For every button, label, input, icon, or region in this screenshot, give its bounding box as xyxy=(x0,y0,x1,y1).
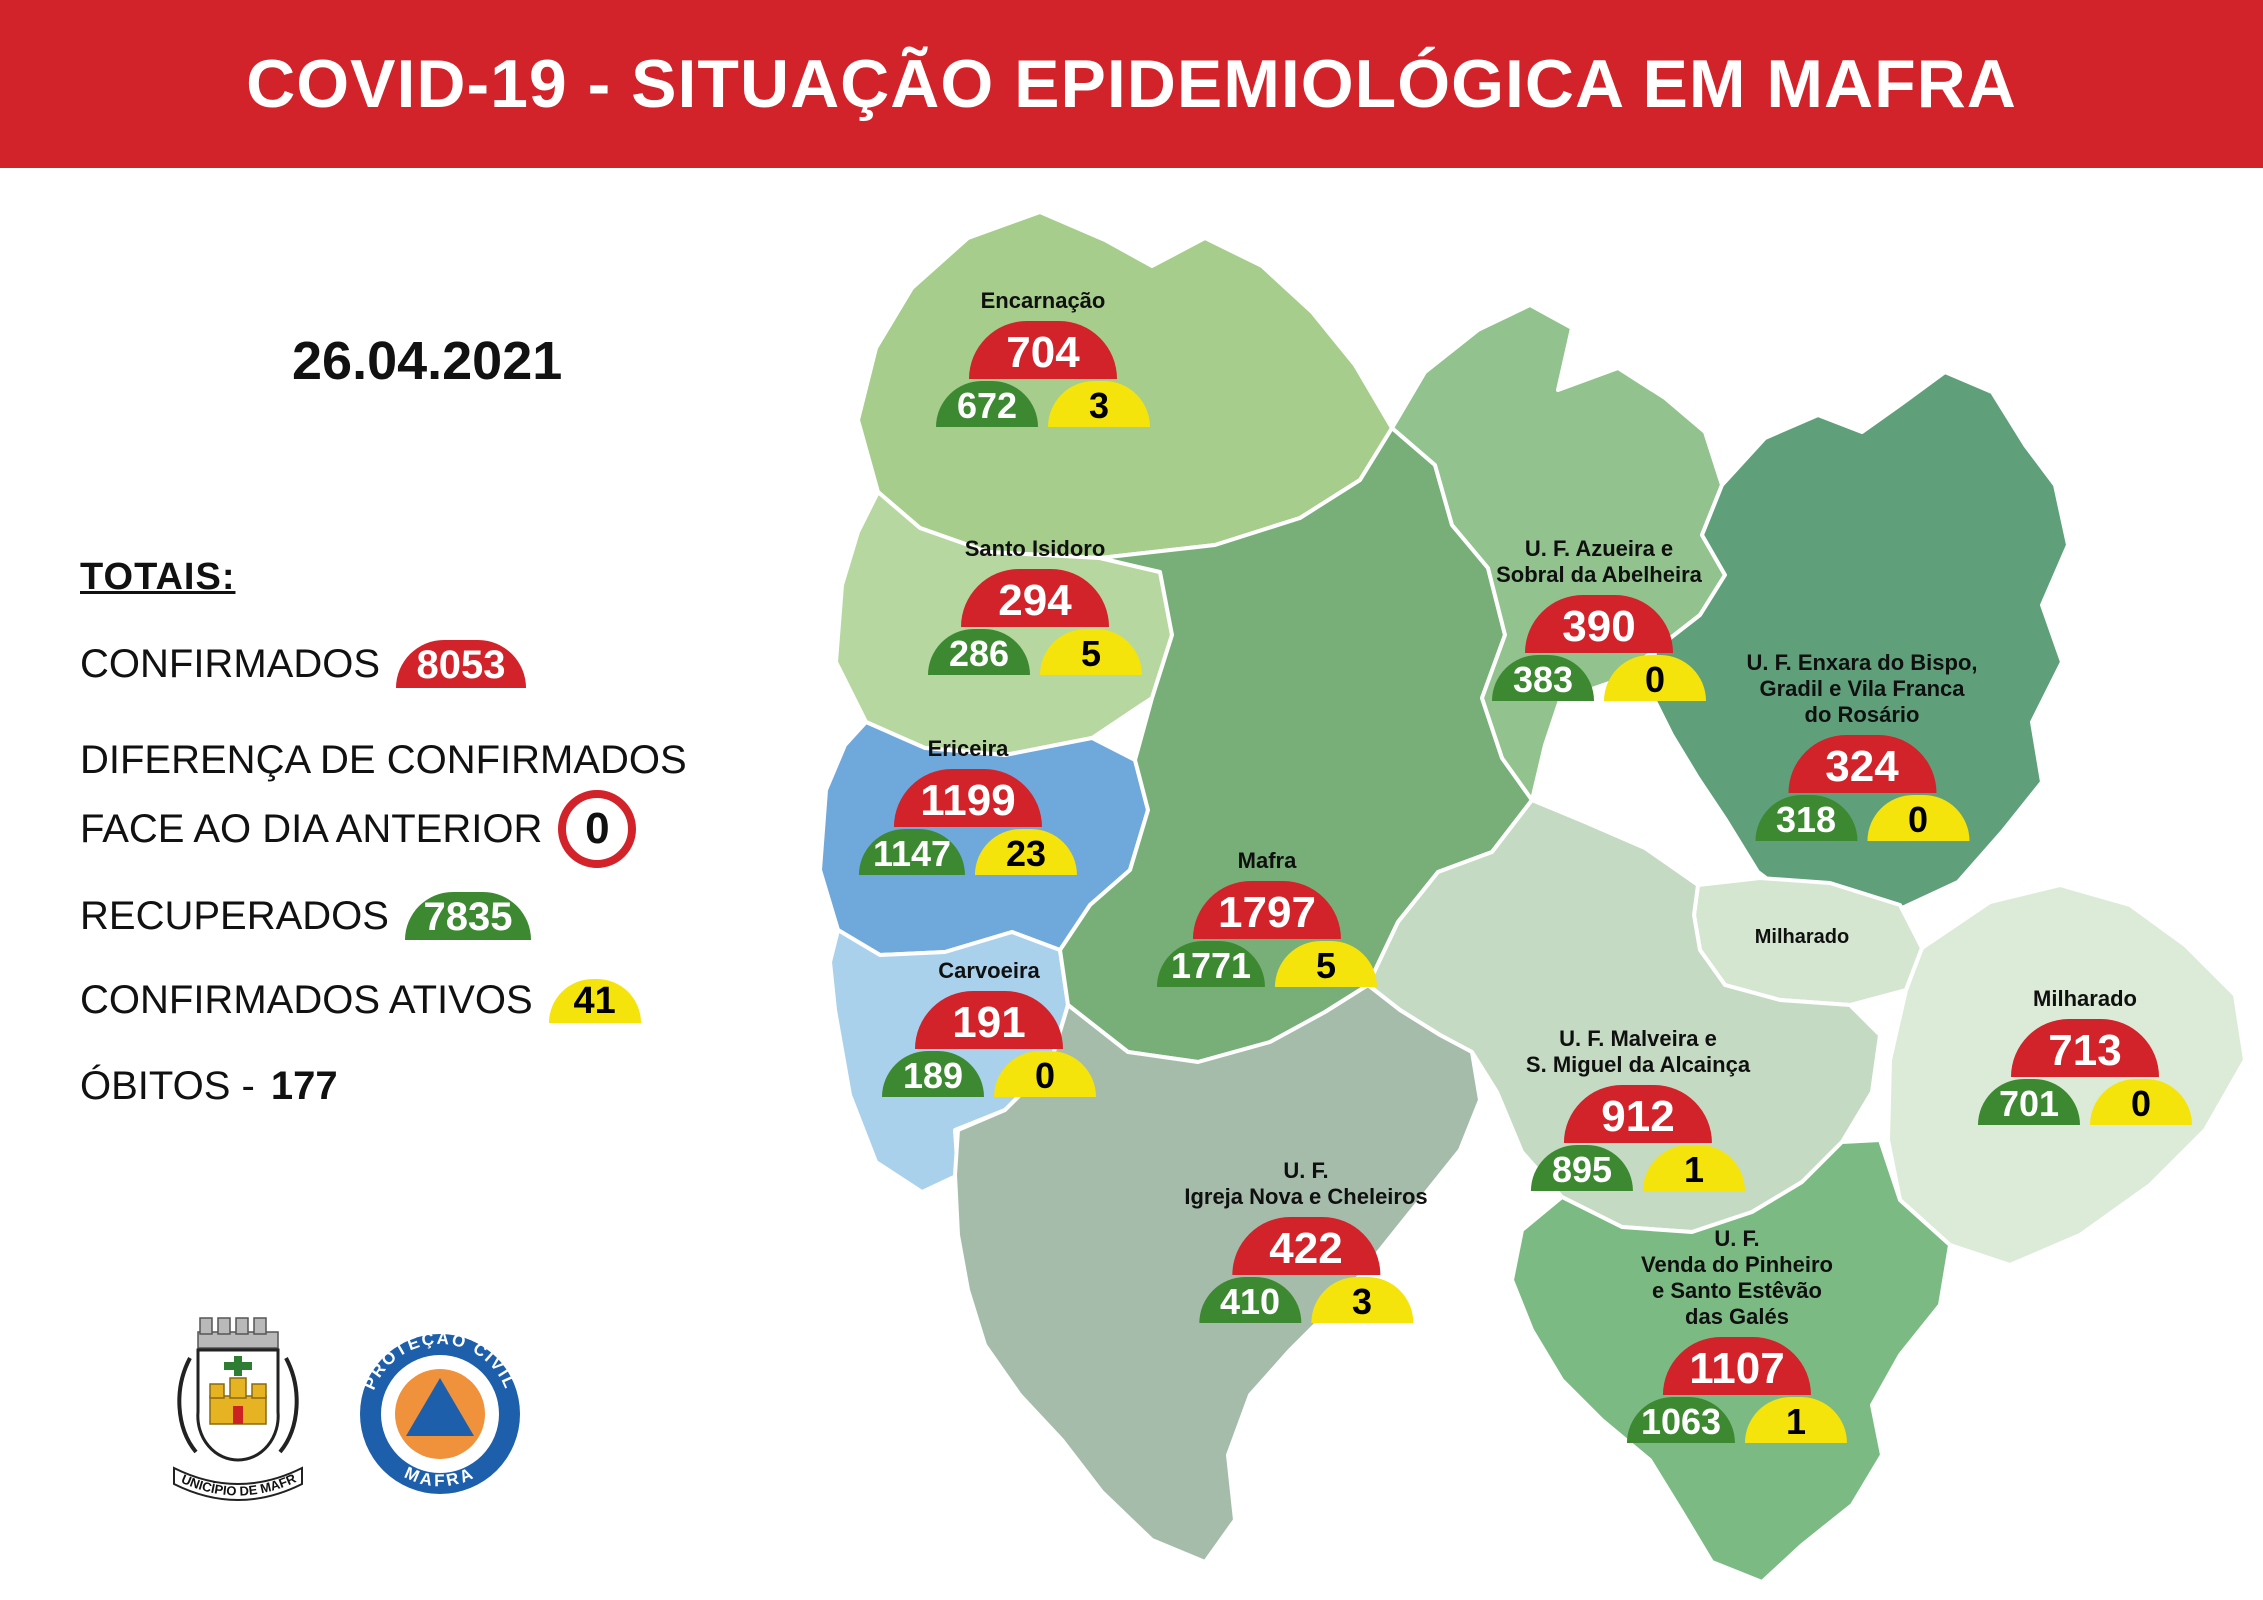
confirmed-badge: 191 xyxy=(915,990,1063,1049)
region-badge-mafra: Mafra 1797 1771 5 xyxy=(1156,848,1378,987)
region-badge-venda-pinheiro: U. F. Venda do Pinheiro e Santo Estêvão das… xyxy=(1626,1226,1848,1443)
region-badge-ericeira: Ericeira 1199 1147 23 xyxy=(858,736,1078,875)
confirmed-badge: 294 xyxy=(961,568,1109,627)
recovered-badge: 318 xyxy=(1754,794,1857,841)
recovered-total-row: RECUPERADOS 7835 xyxy=(80,892,531,940)
recovered-total-label: RECUPERADOS xyxy=(80,893,389,938)
deaths-row: ÓBITOS - 177 xyxy=(80,1064,338,1109)
region-name: U. F. Malveira e S. Miguel da Alcainça xyxy=(1525,1026,1751,1077)
municipio-mafra-logo: MUNICÍPIO DE MAFRA xyxy=(148,1300,303,1501)
confirmed-total-row: CONFIRMADOS 8053 xyxy=(80,640,526,688)
shield-icon xyxy=(196,1348,280,1462)
difference-value-circle: 0 xyxy=(558,790,637,868)
milharado-small-label: Milharado xyxy=(1754,926,1850,948)
active-badge: 0 xyxy=(2090,1078,2192,1125)
region-name: Santo Isidoro xyxy=(964,536,1106,561)
region-name: Milharado xyxy=(2033,986,2137,1011)
page-title: COVID-19 - SITUAÇÃO EPIDEMIOLÓGICA EM MA… xyxy=(246,46,2017,122)
recovered-badge: 1771 xyxy=(1156,940,1266,987)
active-total-label: CONFIRMADOS ATIVOS xyxy=(80,978,533,1022)
region-badge-encarnacao: Encarnação 704 672 3 xyxy=(936,288,1150,427)
recovered-badge: 189 xyxy=(882,1050,984,1097)
header-banner: COVID-19 - SITUAÇÃO EPIDEMIOLÓGICA EM MA… xyxy=(0,0,2263,168)
confirmed-badge: 422 xyxy=(1231,1216,1380,1275)
confirmed-badge: 390 xyxy=(1525,594,1673,653)
recovered-badge: 286 xyxy=(928,628,1030,675)
region-badge-malveira: U. F. Malveira e S. Miguel da Alcainça 91… xyxy=(1526,1026,1750,1191)
active-badge: 3 xyxy=(1048,380,1150,427)
active-badge: 1 xyxy=(1745,1396,1848,1443)
recovered-badge: 701 xyxy=(1978,1078,2080,1125)
recovered-badge: 1147 xyxy=(858,828,966,875)
active-badge: 5 xyxy=(1275,940,1378,987)
difference-label-line1: DIFERENÇA DE CONFIRMADOS xyxy=(80,738,687,782)
difference-row: FACE AO DIA ANTERIOR 0 xyxy=(80,790,637,868)
active-badge: 3 xyxy=(1310,1276,1413,1323)
region-name: Ericeira xyxy=(927,736,1009,761)
deaths-label: ÓBITOS - xyxy=(80,1064,255,1108)
region-name: Encarnação xyxy=(980,288,1106,313)
confirmed-badge: 713 xyxy=(2011,1018,2159,1077)
confirmed-total-label: CONFIRMADOS xyxy=(80,641,380,686)
region-badge-santo-isidoro: Santo Isidoro 294 286 5 xyxy=(928,536,1142,675)
region-badge-azueira: U. F. Azueira e Sobral da Abelheira 390 3… xyxy=(1492,536,1706,701)
region-badge-milharado: Milharado 713 701 0 xyxy=(1978,986,2192,1125)
active-badge: 0 xyxy=(1866,794,1969,841)
left-ornament-icon xyxy=(177,1357,198,1454)
region-name: U. F. Venda do Pinheiro e Santo Estêvão das… xyxy=(1641,1226,1833,1329)
civil-defence-triangle-icon xyxy=(406,1378,474,1436)
recovered-badge: 410 xyxy=(1198,1276,1301,1323)
confirmed-badge: 912 xyxy=(1563,1084,1712,1143)
region-badge-igreja-nova: U. F. Igreja Nova e Cheleiros 422 410 3 xyxy=(1184,1158,1428,1323)
deaths-value: 177 xyxy=(270,1064,338,1108)
confirmed-badge: 1199 xyxy=(893,768,1042,827)
confirmed-total-badge: 8053 xyxy=(396,640,526,688)
active-total-badge: 41 xyxy=(548,978,641,1023)
region-badge-carvoeira: Carvoeira 191 189 0 xyxy=(882,958,1096,1097)
confirmed-badge: 704 xyxy=(969,320,1117,379)
confirmed-badge: 1797 xyxy=(1193,880,1341,939)
region-name: Carvoeira xyxy=(938,958,1040,983)
region-badge-enxara: U. F. Enxara do Bispo, Gradil e Vila Fran… xyxy=(1746,650,1978,841)
recovered-badge: 672 xyxy=(936,380,1038,427)
recovered-badge: 383 xyxy=(1492,654,1594,701)
mural-crown-icon xyxy=(197,1317,279,1349)
active-badge: 23 xyxy=(975,828,1078,875)
recovered-total-badge: 7835 xyxy=(404,892,531,940)
totals-heading: TOTAIS: xyxy=(80,556,236,598)
recovered-badge: 1063 xyxy=(1626,1396,1736,1443)
active-badge: 1 xyxy=(1642,1144,1745,1191)
confirmed-badge: 1107 xyxy=(1663,1336,1811,1395)
difference-label-line2: FACE AO DIA ANTERIOR xyxy=(80,806,543,851)
recovered-badge: 895 xyxy=(1530,1144,1633,1191)
region-name: Mafra xyxy=(1237,848,1297,873)
confirmed-badge: 324 xyxy=(1787,734,1936,793)
active-badge: 5 xyxy=(1040,628,1142,675)
protecao-civil-logo: PROTEÇÃO CIVIL MAFRA xyxy=(360,1332,520,1494)
region-name: U. F. Enxara do Bispo, Gradil e Vila Fran… xyxy=(1746,650,1978,727)
report-date: 26.04.2021 xyxy=(292,331,563,391)
active-total-row: CONFIRMADOS ATIVOS 41 xyxy=(80,978,641,1023)
right-ornament-icon xyxy=(278,1357,299,1454)
active-badge: 0 xyxy=(1604,654,1706,701)
region-name: U. F. Azueira e Sobral da Abelheira xyxy=(1496,536,1702,587)
region-name: U. F. Igreja Nova e Cheleiros xyxy=(1184,1158,1428,1209)
active-badge: 0 xyxy=(994,1050,1096,1097)
